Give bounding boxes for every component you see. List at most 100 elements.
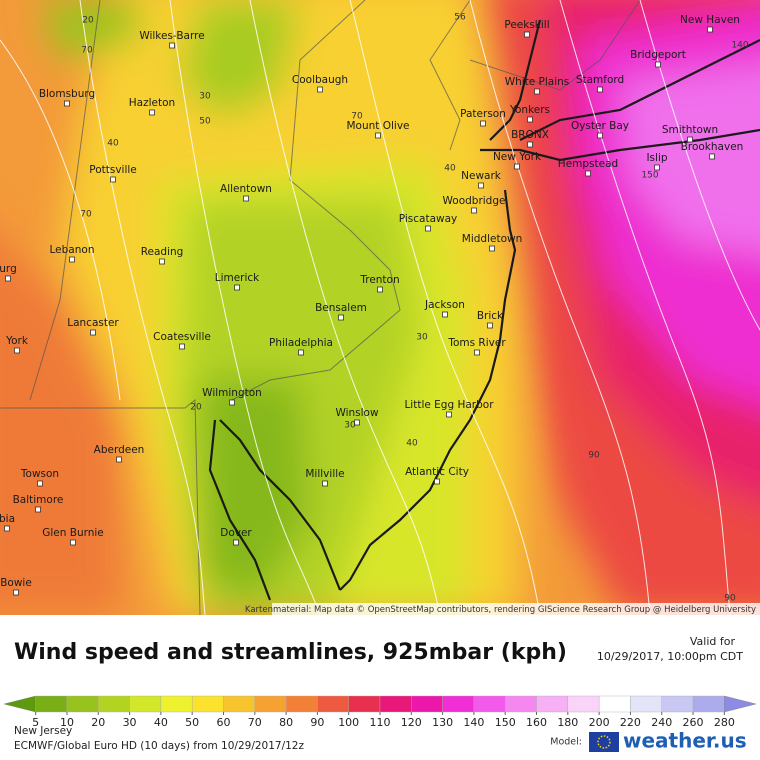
contour-label: 90 bbox=[588, 451, 600, 461]
colorbar-segment bbox=[379, 695, 412, 713]
colorbar-label: 90 bbox=[310, 716, 324, 729]
region: New Jersey bbox=[14, 725, 72, 737]
city-label: Pottsville bbox=[89, 164, 137, 176]
contour-layer: 20 70 30 50 40 70 56 70 40 30 20 30 40 90 150 140 90 bbox=[80, 13, 749, 604]
colorbar-label: 50 bbox=[185, 716, 199, 729]
contour-label: 70 bbox=[351, 112, 363, 122]
colorbar-label: 130 bbox=[432, 716, 453, 729]
city-marker bbox=[37, 480, 43, 487]
map: Wilkes-Barre Coolbaugh Peekskill New Haven B… bbox=[0, 0, 760, 615]
contour-label: 70 bbox=[80, 210, 92, 220]
city-marker bbox=[69, 256, 75, 263]
title: Wind speed and streamlines, 925mbar (kph… bbox=[14, 640, 567, 665]
city-marker bbox=[442, 311, 448, 318]
city-label: Piscataway bbox=[399, 213, 457, 225]
colorbar-segment bbox=[317, 695, 349, 713]
colorbar-segment bbox=[692, 695, 725, 713]
eu-stars bbox=[597, 735, 611, 749]
colorbar-segment bbox=[442, 695, 475, 713]
city-label: Stamford bbox=[576, 74, 624, 86]
colorbar-segment bbox=[35, 695, 68, 713]
valid-time: 10/29/2017, 10:00pm CDT bbox=[597, 650, 743, 663]
city-marker bbox=[243, 195, 249, 202]
city-marker bbox=[474, 349, 480, 356]
city-label: Islip bbox=[646, 152, 667, 164]
contour-label: 40 bbox=[107, 139, 119, 149]
city-label: Lancaster bbox=[67, 317, 119, 329]
city-marker bbox=[4, 525, 10, 532]
colorbar-segment bbox=[536, 695, 569, 713]
city-label: Coolbaugh bbox=[292, 74, 348, 86]
city-label: Blomsburg bbox=[39, 88, 95, 100]
contour-label: 70 bbox=[81, 46, 93, 56]
colorbar-label: 20 bbox=[91, 716, 105, 729]
city-label: Brookhaven bbox=[681, 141, 744, 153]
contour-label: 150 bbox=[641, 171, 658, 181]
colorbar-segment bbox=[661, 695, 694, 713]
colorbar-label: 5 bbox=[32, 716, 39, 729]
city-label: Little Egg Harbor bbox=[404, 399, 494, 411]
colorbar-label: 140 bbox=[463, 716, 484, 729]
colorbar-segment bbox=[285, 695, 318, 713]
colorbar-segment bbox=[160, 695, 193, 713]
contour-label: 56 bbox=[454, 13, 466, 23]
colorbar-label: 110 bbox=[370, 716, 391, 729]
city-label: Glen Burnie bbox=[42, 527, 104, 539]
contour-label: 30 bbox=[344, 421, 356, 431]
city-label: Oyster Bay bbox=[571, 120, 629, 132]
city-label: Limerick bbox=[215, 272, 260, 284]
attribution: Kartenmaterial: Map data © OpenStreetMap… bbox=[245, 605, 756, 615]
city-marker bbox=[425, 225, 431, 232]
brand: weather.us bbox=[623, 729, 747, 753]
city-marker bbox=[234, 284, 240, 291]
city-label: Brick bbox=[477, 310, 504, 322]
contour-label: 90 bbox=[724, 594, 736, 604]
city-marker bbox=[709, 153, 715, 160]
colorbar-label: 70 bbox=[248, 716, 262, 729]
valid-label: Valid for bbox=[690, 635, 736, 648]
colorbar-segment bbox=[223, 695, 255, 713]
city-label: Bensalem bbox=[315, 302, 367, 314]
colorbar-label: 120 bbox=[401, 716, 422, 729]
city-label: Reading bbox=[141, 246, 184, 258]
contour-label: 140 bbox=[731, 41, 748, 51]
city-label: urg bbox=[0, 263, 17, 275]
coastline bbox=[208, 19, 760, 601]
eu-flag bbox=[589, 732, 619, 752]
streamlines bbox=[0, 0, 760, 615]
city-label: Toms River bbox=[447, 337, 506, 349]
colorbar-segment bbox=[630, 695, 662, 713]
colorbar-label: 180 bbox=[557, 716, 578, 729]
colorbar-label: 150 bbox=[495, 716, 516, 729]
colorbar-segment bbox=[567, 695, 600, 713]
city-label: Dover bbox=[220, 527, 252, 539]
city-marker bbox=[527, 141, 533, 148]
city-marker bbox=[169, 42, 175, 49]
city-label: Newark bbox=[461, 170, 502, 182]
city-marker bbox=[229, 399, 235, 406]
city-label: Wilkes-Barre bbox=[139, 30, 204, 42]
city-label: Hazleton bbox=[129, 97, 175, 109]
city-marker bbox=[70, 539, 76, 546]
model-run: ECMWF/Global Euro HD (10 days) from 10/2… bbox=[14, 740, 304, 752]
city-label: Peekskill bbox=[504, 19, 549, 31]
city-label: Aberdeen bbox=[94, 444, 145, 456]
city-marker bbox=[707, 26, 713, 33]
city-marker bbox=[233, 539, 239, 546]
colorbar-label: 260 bbox=[683, 716, 704, 729]
city-label: Jackson bbox=[424, 299, 465, 311]
colorbar-label: 40 bbox=[154, 716, 168, 729]
city-marker bbox=[149, 109, 155, 116]
city-label: Millville bbox=[305, 468, 344, 480]
city-marker bbox=[585, 170, 591, 177]
city-label: Baltimore bbox=[13, 494, 64, 506]
city-marker bbox=[489, 245, 495, 252]
city-marker bbox=[298, 349, 304, 356]
city-label: Woodbridge bbox=[443, 195, 506, 207]
city-label: BRONX bbox=[511, 129, 549, 141]
colorbar-label: 280 bbox=[714, 716, 735, 729]
city-marker bbox=[514, 163, 520, 170]
colorbar-label: 100 bbox=[338, 716, 359, 729]
